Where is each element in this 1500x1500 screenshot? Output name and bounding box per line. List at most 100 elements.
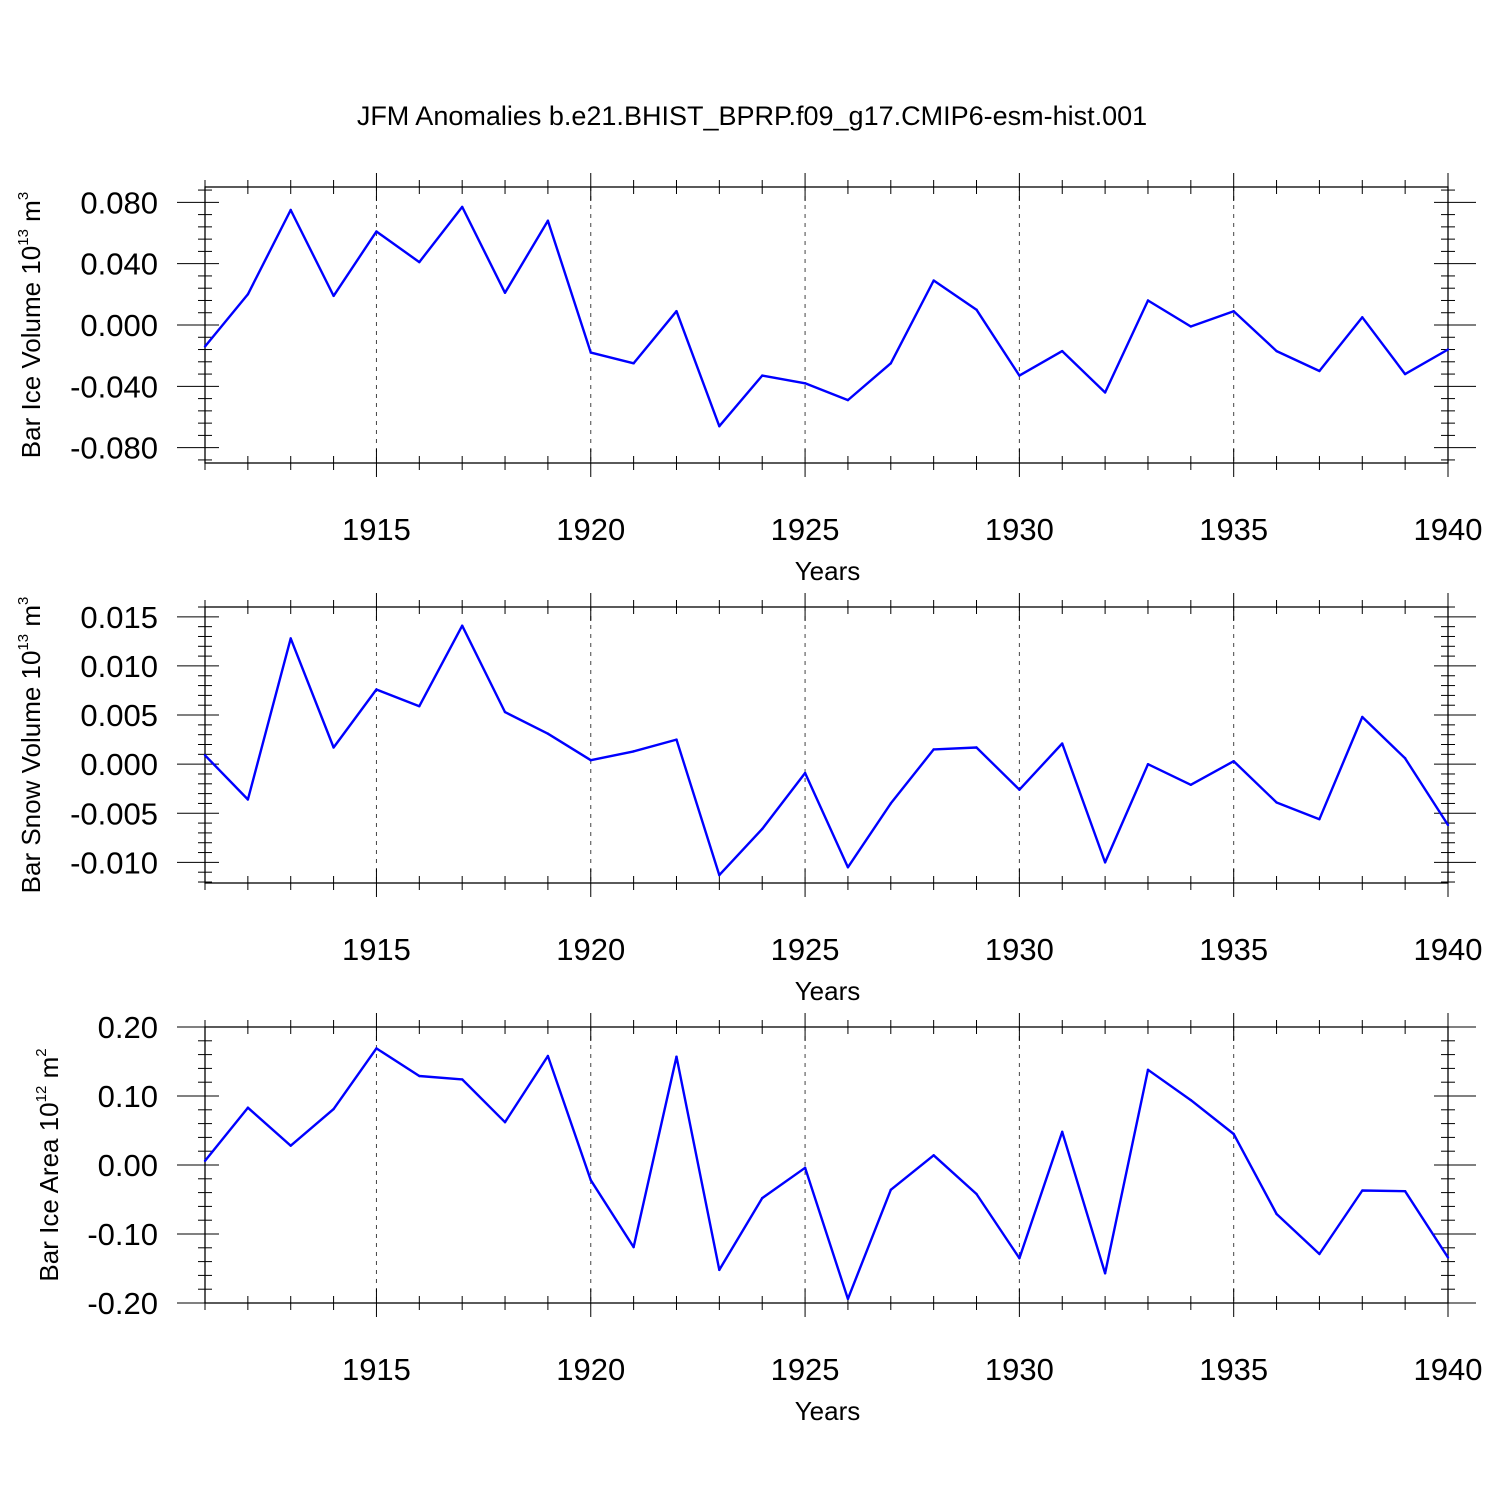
data-point (1403, 757, 1407, 760)
data-point (1446, 348, 1450, 351)
figure-title: JFM Anomalies b.e21.BHIST_BPRP.f09_g17.C… (357, 101, 1147, 131)
y-tick-label: 0.040 (80, 247, 158, 282)
data-point (1018, 788, 1021, 791)
data-point (546, 219, 550, 222)
ice-volume-series-line (204, 205, 1449, 428)
data-point (975, 1192, 978, 1196)
x-tick-label: 1930 (985, 512, 1054, 547)
data-point (246, 1106, 250, 1109)
data-point (675, 738, 678, 741)
ice-volume-panel: -0.080 -0.040 0.000 0.040 0.080 1915 1920 1925 1… (15, 173, 1482, 586)
data-point (203, 345, 207, 348)
data-point (761, 374, 764, 377)
data-point (546, 732, 550, 735)
data-point (1318, 369, 1321, 373)
data-point (1189, 325, 1193, 328)
data-point (1318, 1252, 1321, 1256)
data-point (418, 260, 421, 264)
data-point (203, 754, 207, 757)
y-tick-label: 0.010 (80, 649, 158, 684)
plot-frame (204, 606, 1449, 884)
data-point (761, 827, 764, 831)
x-tick-label: 1935 (1199, 1352, 1268, 1387)
data-point (332, 1107, 335, 1111)
data-point (1275, 1212, 1278, 1216)
data-point (589, 1178, 592, 1182)
data-point (803, 1166, 807, 1169)
data-point (803, 382, 807, 385)
snow-volume-panel: -0.010 -0.005 0.000 0.005 0.010 0.015 1915 1920… (15, 593, 1482, 1006)
data-point (846, 1297, 850, 1301)
data-point (1232, 310, 1235, 313)
x-tick-label: 1940 (1414, 932, 1483, 967)
x-tick-label: 1935 (1199, 512, 1268, 547)
data-point (846, 866, 850, 869)
data-point (1275, 801, 1278, 804)
data-point (589, 351, 592, 354)
y-axis-label: Bar Snow Volume 1013 m3 (15, 597, 46, 894)
data-point (460, 624, 464, 627)
data-point (889, 362, 892, 365)
data-point (1403, 372, 1407, 376)
data-point (289, 208, 292, 212)
data-point (1446, 1256, 1450, 1259)
data-point (246, 293, 250, 296)
data-point (761, 1196, 764, 1200)
data-point (932, 1154, 935, 1157)
x-tick-label: 1920 (556, 932, 625, 967)
data-point (375, 1047, 378, 1050)
data-point (203, 1159, 207, 1163)
data-point (289, 1144, 292, 1147)
data-point (1232, 760, 1235, 763)
y-tick-label: -0.040 (70, 369, 158, 404)
data-point (632, 362, 635, 365)
y-tick-label: 0.00 (98, 1148, 158, 1183)
data-point (975, 746, 978, 749)
data-point (1361, 1189, 1364, 1192)
data-point (889, 802, 892, 805)
x-tick-label: 1915 (342, 1352, 411, 1387)
x-tick-label: 1930 (985, 1352, 1054, 1387)
data-point (1061, 1130, 1064, 1134)
data-point (1403, 1190, 1407, 1193)
data-point (1189, 783, 1193, 786)
snow-volume-series-line (204, 624, 1450, 877)
y-tick-label: -0.010 (70, 845, 158, 880)
data-point (460, 205, 464, 209)
data-point (332, 746, 335, 749)
y-tick-label: -0.005 (70, 796, 158, 831)
data-point (1018, 374, 1021, 377)
data-point (975, 308, 978, 311)
x-tick-label: 1940 (1414, 512, 1483, 547)
data-point (1146, 762, 1150, 766)
data-point (1361, 316, 1364, 319)
ice-area-panel: -0.20 -0.10 0.00 0.10 0.20 1915 1920 1925 1930 19… (33, 1010, 1482, 1426)
y-tick-label: 0.015 (80, 600, 158, 635)
data-point (503, 291, 507, 294)
data-point (246, 798, 250, 801)
data-point (1275, 349, 1278, 353)
y-tick-label: -0.10 (87, 1217, 158, 1252)
data-point (1361, 715, 1364, 719)
y-tick-label: 0.000 (80, 747, 158, 782)
data-point (1189, 1098, 1193, 1102)
data-point (803, 771, 807, 775)
data-point (1232, 1132, 1235, 1136)
data-point (589, 759, 592, 762)
y-tick-label: 0.005 (80, 698, 158, 733)
x-tick-label: 1915 (342, 512, 411, 547)
data-point (718, 873, 721, 877)
y-tick-label: -0.20 (87, 1286, 158, 1321)
data-point (889, 1188, 892, 1192)
y-tick-label: 0.000 (80, 308, 158, 343)
y-axis-label: Bar Ice Volume 1013 m3 (15, 192, 46, 458)
data-point (546, 1054, 550, 1058)
data-point (503, 1121, 507, 1124)
data-point (1103, 391, 1107, 394)
x-tick-label: 1935 (1199, 932, 1268, 967)
data-point (1061, 349, 1064, 353)
data-point (289, 637, 292, 640)
y-tick-label: -0.080 (70, 431, 158, 466)
data-point (632, 1245, 635, 1249)
